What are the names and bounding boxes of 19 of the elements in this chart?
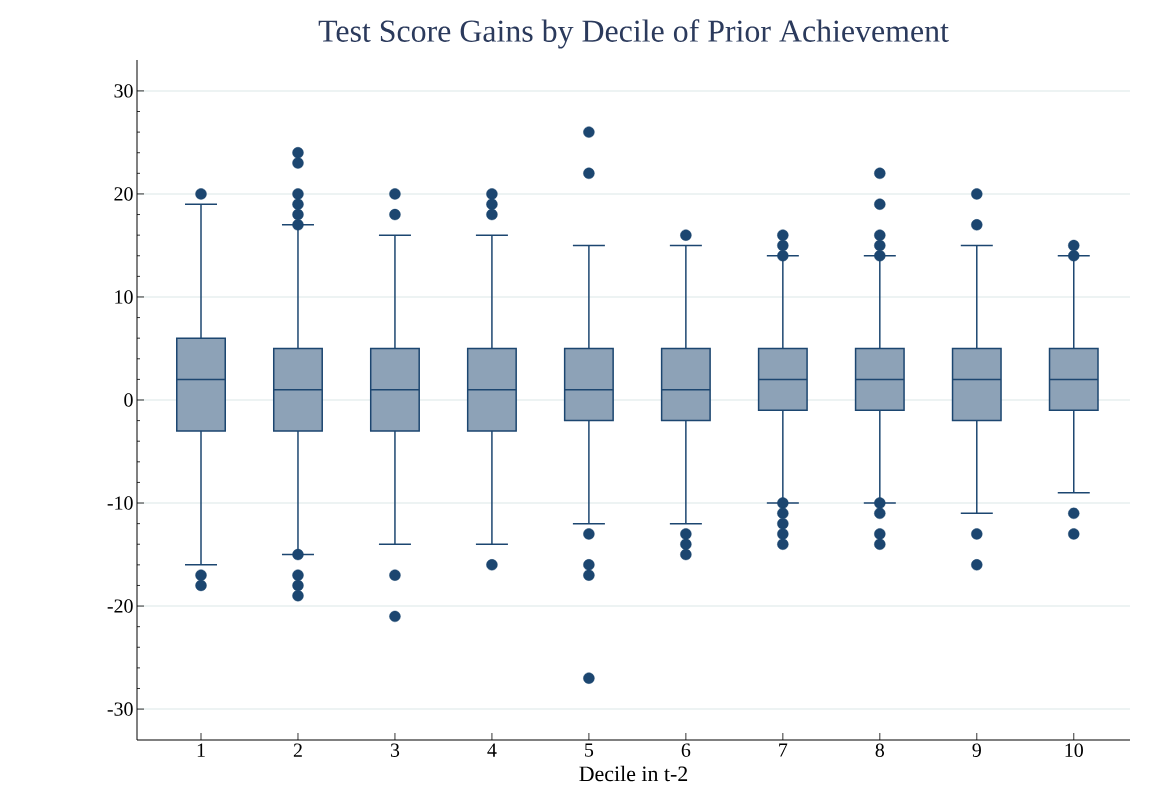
y-tick-label: 30: [114, 84, 133, 98]
x-tick-label: 5: [585, 743, 594, 757]
y-tick-label: -20: [107, 599, 133, 613]
y-tick-label: 10: [115, 290, 133, 304]
x-tick-label: 10: [1065, 743, 1083, 757]
chart-title: Test Score Gains by Decile of Prior Achievement: [318, 19, 949, 49]
y-tick-label: -10: [107, 496, 133, 510]
x-tick-label: 6: [681, 743, 691, 757]
y-tick-label: -30: [107, 702, 133, 716]
x-tick-label: 7: [779, 743, 788, 757]
y-tick-label: 20: [114, 187, 133, 201]
y-tick-label: 0: [124, 393, 133, 407]
x-tick-label: 1: [197, 743, 205, 757]
x-tick-label: 4: [487, 743, 497, 757]
x-axis-title: Decile in t-2: [579, 765, 688, 782]
x-tick-label: 9: [972, 743, 981, 757]
x-tick-label: 3: [390, 743, 400, 757]
x-tick-label: 2: [293, 743, 302, 757]
x-tick-label: 8: [875, 743, 885, 757]
